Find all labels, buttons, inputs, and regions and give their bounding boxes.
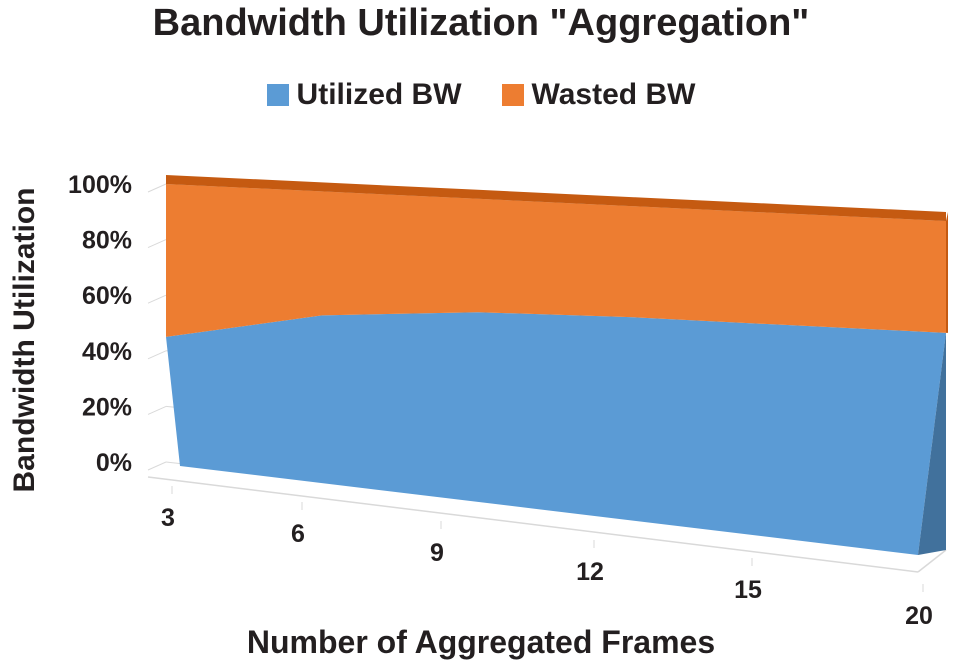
- legend-item-wasted: Wasted BW: [501, 78, 696, 112]
- gridline-side: [147, 350, 167, 360]
- y-tick-label: 80%: [82, 227, 132, 255]
- x-axis-depth-line: [917, 549, 947, 573]
- series-side-utilized: [918, 332, 946, 555]
- gridline-side: [147, 294, 167, 304]
- gridline-side: [147, 239, 167, 249]
- x-tick-label: 12: [576, 558, 604, 586]
- x-axis-line: [147, 476, 919, 573]
- y-tick-label: 40%: [82, 338, 132, 366]
- area-layer: [166, 175, 948, 555]
- legend-label-wasted: Wasted BW: [531, 78, 696, 111]
- x-tick-label: 9: [430, 539, 444, 567]
- legend-swatch-wasted: [501, 84, 524, 106]
- x-tick-label: 3: [161, 504, 175, 532]
- y-tick-label: 20%: [82, 393, 132, 421]
- gridline-side: [147, 405, 167, 415]
- legend: Utilized BW Wasted BW: [0, 78, 962, 112]
- series-area-utilized: [166, 312, 946, 555]
- x-tick-label: 20: [905, 602, 933, 630]
- x-axis-label: Number of Aggregated Frames: [246, 624, 716, 660]
- legend-item-utilized: Utilized BW: [266, 78, 462, 112]
- y-tick-label: 0%: [96, 449, 132, 477]
- y-tick-label: 60%: [82, 282, 132, 310]
- gridline-side: [147, 183, 167, 193]
- gridline-side: [147, 461, 167, 471]
- x-tick-label: 15: [734, 576, 762, 604]
- legend-swatch-utilized: [266, 84, 289, 106]
- tick-layer: 0% 20% 40% 60% 80% 100% 3 6 9 12 15 20: [68, 171, 933, 630]
- y-tick-label: 100%: [68, 171, 132, 199]
- series-area-wasted: [166, 184, 946, 337]
- series-side-wasted: [946, 212, 948, 333]
- chart-title: Bandwidth Utilization "Aggregation": [152, 2, 810, 44]
- series-top-edge-wasted: [166, 175, 946, 221]
- x-tick-label: 6: [291, 520, 305, 548]
- legend-label-utilized: Utilized BW: [296, 78, 462, 111]
